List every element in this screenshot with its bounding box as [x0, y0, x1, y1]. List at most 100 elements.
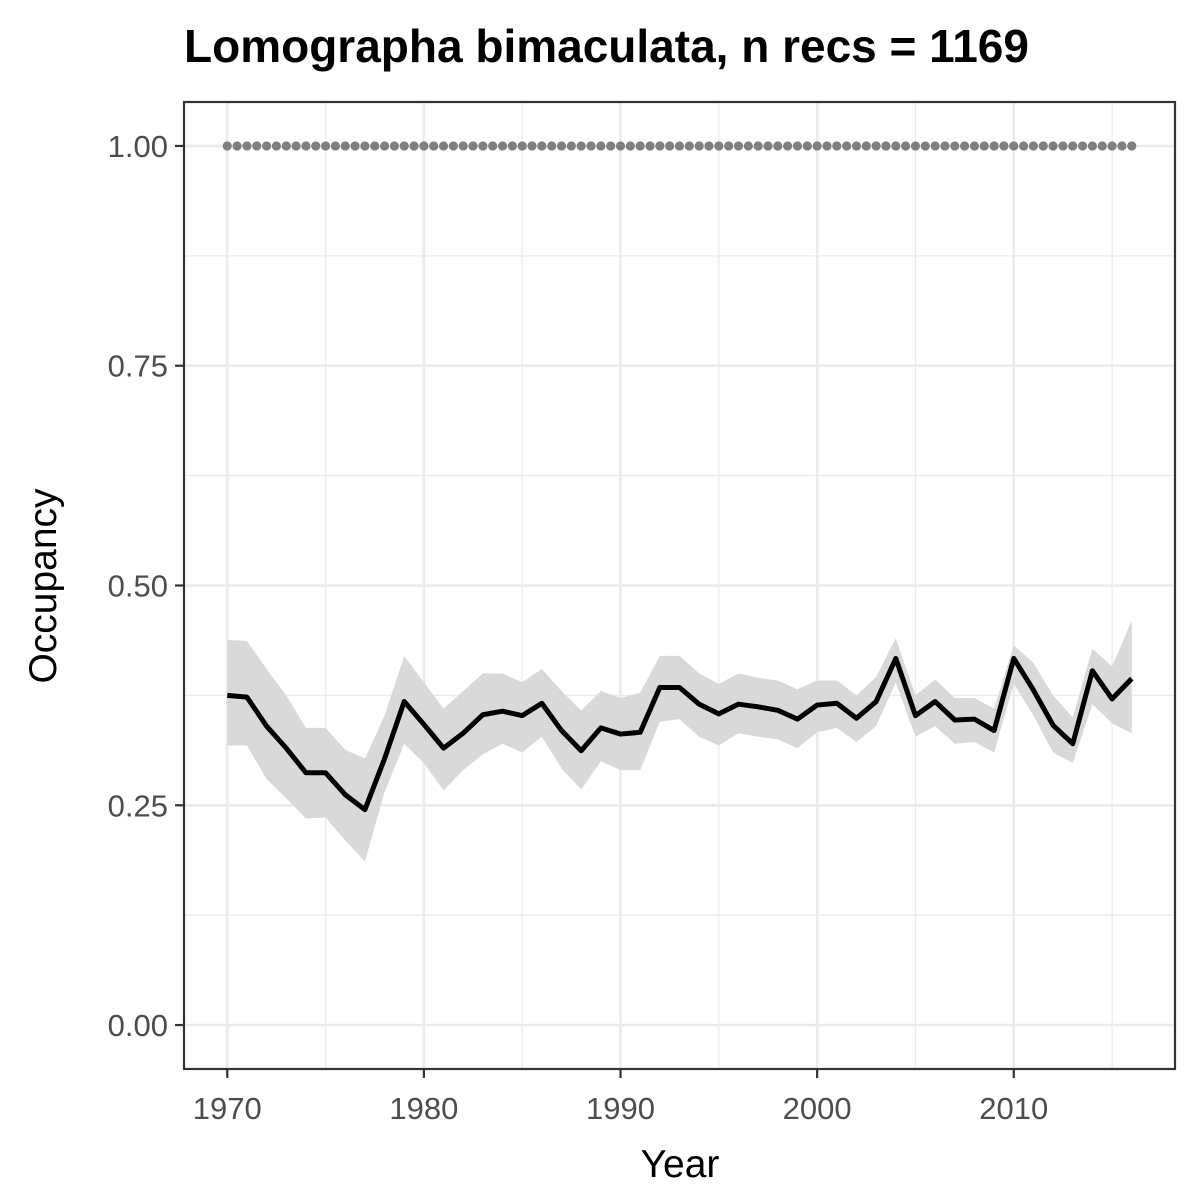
- reference-series: [222, 141, 1137, 151]
- reference-point: [615, 141, 626, 151]
- reference-point: [350, 141, 360, 151]
- reference-point: [399, 141, 409, 151]
- reference-point: [1097, 141, 1107, 151]
- reference-point: [743, 141, 753, 151]
- reference-point: [940, 141, 950, 151]
- reference-point: [635, 141, 645, 151]
- reference-point: [488, 141, 498, 151]
- reference-point: [232, 141, 242, 151]
- reference-point: [301, 141, 311, 151]
- reference-point: [586, 141, 596, 151]
- reference-point: [458, 141, 468, 151]
- x-tick-label: 1990: [586, 1091, 655, 1126]
- reference-point: [252, 141, 262, 151]
- y-axis: 0.00 0.25 0.50 0.75 1.00: [108, 129, 184, 1043]
- reference-point: [1048, 141, 1058, 151]
- reference-point: [960, 141, 970, 151]
- reference-point: [645, 141, 655, 151]
- y-tick-label: 0.00: [108, 1008, 168, 1043]
- reference-point: [812, 141, 822, 151]
- reference-point: [930, 141, 940, 151]
- reference-point: [822, 141, 832, 151]
- reference-point: [596, 141, 606, 151]
- reference-point: [842, 141, 852, 151]
- y-axis-title: Occupancy: [22, 488, 65, 684]
- reference-point: [910, 141, 921, 151]
- reference-point: [360, 141, 370, 151]
- reference-point: [281, 141, 291, 151]
- reference-point: [340, 141, 350, 151]
- reference-point: [311, 141, 321, 151]
- reference-point: [655, 141, 665, 151]
- x-axis-title: Year: [641, 1143, 720, 1186]
- reference-point: [920, 141, 930, 151]
- reference-point: [1038, 141, 1048, 151]
- reference-point: [773, 141, 783, 151]
- reference-point: [665, 141, 675, 151]
- reference-point: [527, 141, 537, 151]
- reference-point: [478, 141, 488, 151]
- reference-point: [999, 141, 1009, 151]
- reference-point: [547, 141, 557, 151]
- reference-point: [802, 141, 812, 151]
- reference-point: [468, 141, 478, 151]
- grid: [184, 102, 1175, 1069]
- reference-point: [901, 141, 911, 151]
- reference-point: [389, 141, 399, 151]
- reference-point: [379, 141, 390, 151]
- reference-point: [1068, 141, 1078, 151]
- reference-point: [261, 141, 272, 151]
- x-tick-label: 1980: [389, 1091, 458, 1126]
- y-tick-label: 0.50: [108, 569, 168, 604]
- reference-point: [1018, 141, 1029, 151]
- reference-point: [271, 141, 282, 151]
- reference-point: [714, 141, 724, 151]
- reference-point: [409, 141, 419, 151]
- reference-point: [979, 141, 989, 151]
- reference-point: [517, 141, 527, 151]
- reference-point: [429, 141, 439, 151]
- reference-point: [1058, 141, 1068, 151]
- reference-point: [497, 141, 508, 151]
- reference-point: [694, 141, 704, 151]
- reference-point: [724, 141, 734, 151]
- reference-point: [222, 141, 232, 151]
- reference-point: [871, 141, 881, 151]
- x-tick-label: 2000: [783, 1091, 852, 1126]
- reference-point: [733, 141, 744, 151]
- reference-point: [891, 141, 901, 151]
- reference-point: [448, 141, 458, 151]
- reference-point: [320, 141, 331, 151]
- reference-point: [291, 141, 301, 151]
- reference-point: [330, 141, 341, 151]
- reference-point: [763, 141, 773, 151]
- reference-point: [792, 141, 803, 151]
- reference-point: [1127, 141, 1137, 151]
- reference-point: [969, 141, 980, 151]
- reference-point: [950, 141, 960, 151]
- reference-point: [370, 141, 380, 151]
- reference-point: [242, 141, 252, 151]
- reference-point: [1009, 141, 1019, 151]
- x-tick-label: 1970: [193, 1091, 262, 1126]
- reference-point: [537, 141, 547, 151]
- reference-point: [1077, 141, 1088, 151]
- reference-point: [556, 141, 567, 151]
- reference-point: [684, 141, 694, 151]
- reference-point: [606, 141, 616, 151]
- reference-point: [832, 141, 842, 151]
- reference-point: [753, 141, 763, 151]
- y-tick-label: 0.25: [108, 788, 168, 823]
- reference-point: [783, 141, 793, 151]
- reference-point: [438, 141, 449, 151]
- x-tick-label: 2010: [979, 1091, 1048, 1126]
- reference-point: [1028, 141, 1039, 151]
- reference-point: [1087, 141, 1098, 151]
- occupancy-line: [227, 655, 1134, 813]
- x-axis: 1970 1980 1990 2000 2010: [193, 1069, 1048, 1126]
- reference-point: [566, 141, 576, 151]
- confidence-band: [227, 620, 1132, 862]
- reference-point: [1117, 141, 1127, 151]
- chart-title: Lomographa bimaculata, n recs = 1169: [184, 20, 1029, 72]
